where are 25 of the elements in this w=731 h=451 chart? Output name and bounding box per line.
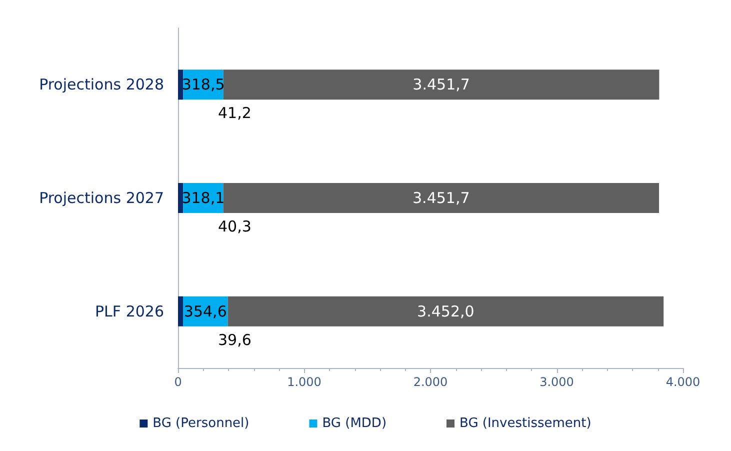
bar [178, 183, 184, 213]
data-label: 354,6 [184, 302, 227, 320]
bar [178, 70, 184, 100]
x-tick-label: 0 [174, 375, 182, 389]
legend-label: BG (Personnel) [152, 416, 250, 431]
data-label: 3.451,7 [412, 189, 470, 207]
data-label: 3.451,7 [412, 76, 470, 94]
legend-label: BG (Investissement) [460, 416, 592, 431]
data-label: 41,2 [218, 104, 252, 122]
data-label: 39,6 [218, 330, 252, 349]
y-tick-label: Projections 2027 [39, 189, 164, 207]
bar [228, 296, 664, 326]
bar [223, 70, 660, 100]
x-tick-label: 1.000 [287, 375, 322, 389]
data-label: 40,3 [218, 218, 252, 236]
bar [223, 183, 660, 213]
x-tick-label: 2.000 [413, 375, 448, 389]
data-label: 3.452,0 [417, 302, 474, 320]
y-tick-label: Projections 2028 [39, 76, 164, 94]
bar [178, 296, 183, 326]
legend-label: BG (MDD) [322, 416, 387, 431]
x-tick-label: 4.000 [666, 375, 700, 389]
y-tick-label: PLF 2026 [95, 302, 164, 320]
data-label: 318,5 [182, 76, 225, 94]
x-tick-label: 3.000 [540, 375, 574, 389]
